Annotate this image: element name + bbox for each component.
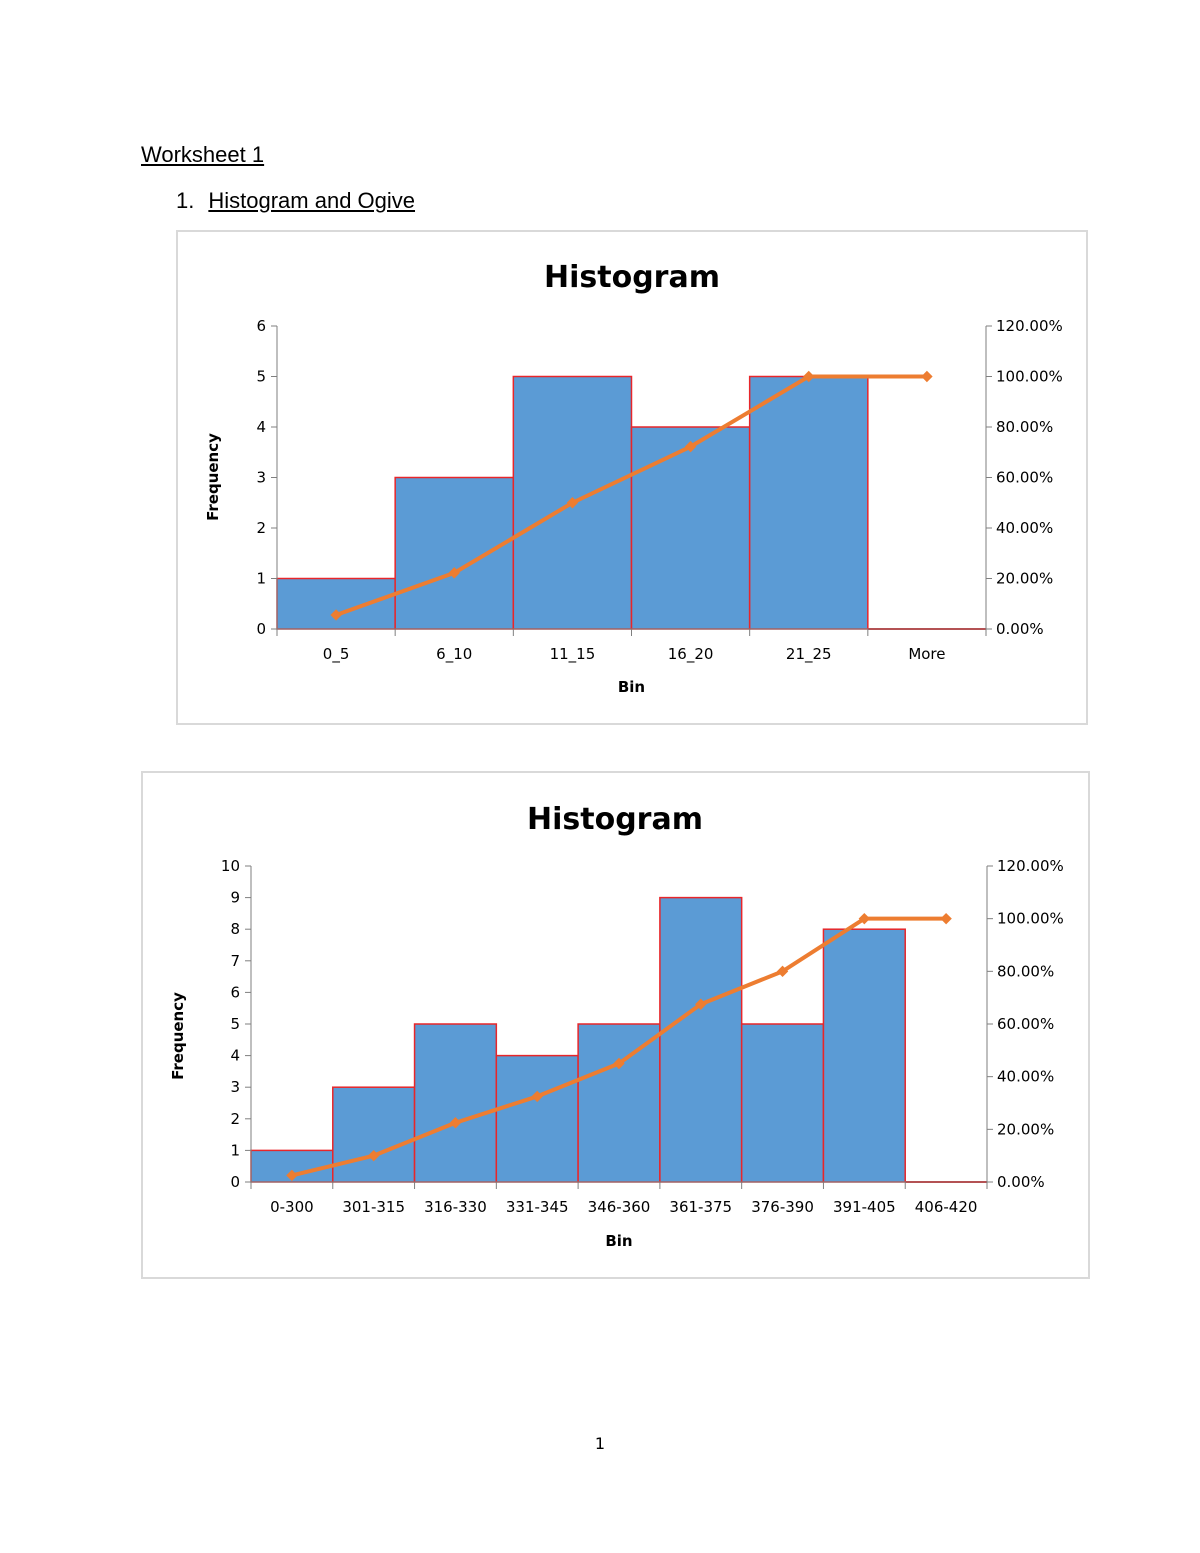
c2-x-tick-label-3: 316-330 (424, 1198, 487, 1216)
c1-left-tick-label-5: 5 (256, 368, 266, 386)
c2-bar-7 (740, 1023, 825, 1183)
c2-bar-3 (413, 1023, 498, 1183)
c2-right-tick-label-3: 60.00% (997, 1015, 1054, 1033)
c1-bar-2 (394, 476, 515, 630)
c2-ogive-point-7 (776, 965, 789, 978)
c1-left-tick-label-0: 0 (256, 620, 266, 638)
c1-right-tick-label-5: 100.00% (996, 368, 1063, 386)
c1-chart-title: Histogram (544, 260, 720, 295)
c2-ogive-point-9 (940, 912, 952, 925)
c1-x-axis-title: Bin (618, 678, 645, 696)
c2-chart-title: Histogram (527, 802, 703, 837)
histogram-chart-1: Histogram 0 1 2 3 4 5 6 0.00% 20.00% 40.00% 60.00% 8… (176, 230, 1088, 725)
c1-right-tick-label-0: 0.00% (996, 620, 1044, 638)
c2-x-tick-label-9: 406-420 (915, 1198, 978, 1216)
c1-left-tick-label-2: 2 (256, 519, 266, 537)
c1-left-tick-label-4: 4 (256, 418, 266, 436)
c1-right-tick-label-1: 20.00% (996, 570, 1053, 588)
c1-y-axis-title: Frequency (204, 433, 222, 521)
c1-x-tick-label-3: 11_15 (550, 645, 596, 664)
c1-bar-5 (748, 375, 869, 630)
c1-left-tick-label-1: 1 (256, 570, 266, 588)
c2-left-tick-label-6: 6 (230, 983, 240, 1001)
c2-left-tick-label-5: 5 (230, 1015, 240, 1033)
c2-x-tick-label-4: 331-345 (506, 1198, 569, 1216)
document-title: Worksheet 1 (141, 142, 265, 167)
c1-ogive-point-1 (330, 609, 342, 621)
c1-ogive-point-6 (921, 370, 933, 383)
c2-left-tick-label-10: 10 (221, 857, 240, 875)
c1-x-tick-label-5: 21_25 (786, 645, 832, 664)
c2-x-tick-label-2: 301-315 (342, 1198, 405, 1216)
c1-ogive-line (334, 374, 929, 617)
c2-left-tick-label-3: 3 (230, 1078, 240, 1096)
c2-bar-2 (332, 1086, 416, 1183)
c1-x-tick-label-4: 16_20 (668, 645, 714, 664)
c1-ogive-point-2 (448, 567, 460, 579)
c2-right-tick-label-1: 20.00% (997, 1120, 1054, 1138)
c1-right-tick-label-4: 80.00% (996, 418, 1053, 436)
c2-left-tick-label-4: 4 (230, 1047, 240, 1065)
c2-x-tick-label-7: 376-390 (751, 1198, 814, 1216)
c2-right-tick-label-4: 80.00% (997, 962, 1054, 980)
histogram-chart-1-svg: Histogram01234560.00%20.00%40.00%60.00%8… (204, 260, 1063, 696)
c2-bar-6 (659, 896, 743, 1183)
c2-bar-5 (577, 1023, 661, 1183)
c2-left-tick-label-0: 0 (230, 1173, 240, 1191)
c1-right-tick-label-6: 120.00% (996, 317, 1063, 335)
c1-left-tick-label-6: 6 (256, 317, 266, 335)
c2-x-axis-title: Bin (605, 1232, 632, 1250)
c1-right-tick-label-2: 40.00% (996, 519, 1053, 537)
c1-bar-4 (630, 426, 751, 630)
c1-bar-1 (276, 577, 396, 630)
histogram-chart-2: Histogram 0 1 2 3 4 5 6 7 8 9 10 0.00% 20.00% 40.00% 60… (141, 771, 1090, 1279)
c1-left-tick-label-3: 3 (256, 469, 266, 487)
c1-ogive-point-3 (566, 497, 579, 509)
c1-ogive-point-5 (803, 370, 815, 383)
c2-right-tick-label-2: 40.00% (997, 1068, 1054, 1086)
c1-x-tick-label-1: 0_5 (323, 645, 350, 664)
c2-left-tick-label-2: 2 (230, 1110, 240, 1128)
c2-ogive-point-2 (367, 1149, 380, 1162)
c2-ogive-point-8 (858, 912, 871, 925)
c2-x-tick-label-6: 361-375 (669, 1198, 732, 1216)
c2-left-tick-label-1: 1 (230, 1141, 240, 1159)
c2-right-tick-label-0: 0.00% (997, 1173, 1045, 1191)
c1-x-tick-label-6: More (908, 645, 945, 663)
c1-right-tick-label-3: 60.00% (996, 469, 1053, 487)
section-number: 1. (176, 188, 195, 213)
c2-x-tick-label-8: 391-405 (833, 1198, 896, 1216)
c1-x-tick-label-2: 6_10 (436, 645, 472, 664)
c2-left-tick-label-9: 9 (230, 889, 240, 907)
c2-ogive-point-3 (449, 1117, 462, 1129)
page-number: 1 (594, 1434, 606, 1453)
histogram-chart-2-svg: Histogram0123456789100.00%20.00%40.00%60… (169, 802, 1064, 1250)
c2-right-tick-label-6: 120.00% (997, 857, 1064, 875)
c2-y-axis-title: Frequency (169, 992, 187, 1080)
c2-right-tick-label-5: 100.00% (997, 910, 1064, 928)
c2-bar-4 (495, 1054, 579, 1183)
c2-left-tick-label-7: 7 (230, 952, 240, 970)
c2-ogive-point-1 (286, 1169, 298, 1182)
section-title: Histogram and Ogive (208, 188, 416, 213)
c2-ogive-point-6 (695, 998, 707, 1010)
c2-ogive-point-4 (531, 1090, 543, 1103)
c2-x-tick-label-5: 346-360 (588, 1198, 651, 1216)
c2-bar-8 (822, 928, 906, 1183)
c2-left-tick-label-8: 8 (230, 920, 240, 938)
section-heading: 1. Histogram and Ogive (176, 188, 415, 214)
c2-ogive-point-5 (613, 1057, 625, 1070)
c1-ogive-point-4 (684, 440, 697, 453)
c2-x-tick-label-1: 0-300 (270, 1198, 314, 1216)
